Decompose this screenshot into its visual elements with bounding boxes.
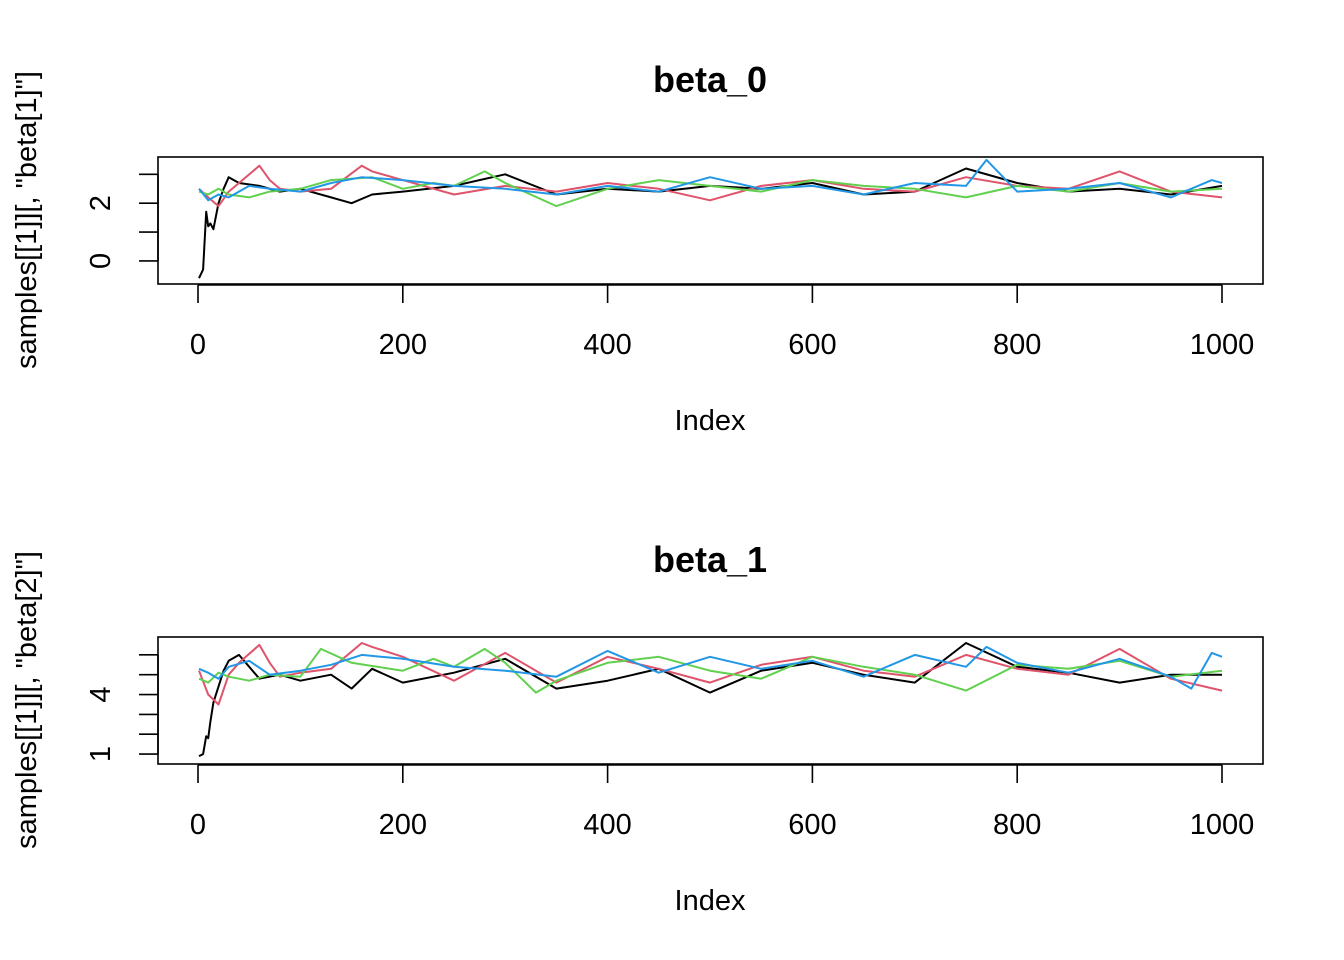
x-axis: 0 200 400 600 800 1000 — [190, 764, 1255, 841]
x-axis-label: Index — [675, 405, 746, 437]
x-axis-label: Index — [675, 885, 746, 917]
x-tick-label: 800 — [993, 809, 1041, 841]
y-tick-label: 2 — [85, 195, 117, 211]
series-line-3 — [198, 170, 1223, 208]
chart-title: beta_1 — [653, 539, 767, 580]
chart-title: beta_0 — [653, 59, 767, 100]
y-tick-label: 0 — [85, 253, 117, 269]
series-line-2 — [198, 164, 1223, 208]
x-tick-label: 600 — [788, 809, 836, 841]
x-axis: 0 200 400 600 800 1000 — [190, 284, 1255, 361]
chart-panel-beta-0: beta_0 0 200 400 600 800 1000 02 Index sample… — [11, 59, 1264, 437]
x-tick-label: 0 — [190, 809, 206, 841]
x-tick-label: 600 — [788, 329, 836, 361]
y-axis-label: samples[[1]][, "beta[1]"] — [11, 71, 43, 369]
x-tick-label: 400 — [583, 809, 631, 841]
series-line-2 — [198, 642, 1223, 706]
y-axis: 14 — [85, 654, 159, 762]
x-tick-label: 200 — [379, 329, 427, 361]
chart-panel-beta-1: beta_1 0 200 400 600 800 1000 14 Index sample… — [11, 539, 1264, 917]
x-tick-label: 800 — [993, 329, 1041, 361]
series-line-3 — [198, 647, 1223, 694]
x-tick-label: 0 — [190, 329, 206, 361]
y-tick-label: 1 — [85, 746, 117, 762]
series-layer — [198, 642, 1223, 757]
x-tick-label: 1000 — [1190, 809, 1255, 841]
series-layer — [198, 158, 1223, 279]
x-tick-label: 200 — [379, 809, 427, 841]
x-tick-label: 1000 — [1190, 329, 1255, 361]
series-line-1 — [198, 167, 1223, 279]
series-line-4 — [198, 158, 1223, 202]
x-tick-label: 400 — [583, 329, 631, 361]
series-line-4 — [198, 645, 1223, 690]
series-line-1 — [198, 642, 1222, 757]
plot-frame — [157, 156, 1264, 285]
y-tick-label: 4 — [85, 686, 117, 702]
y-axis-label: samples[[1]][, "beta[2]"] — [11, 551, 43, 849]
y-axis: 02 — [85, 173, 159, 269]
